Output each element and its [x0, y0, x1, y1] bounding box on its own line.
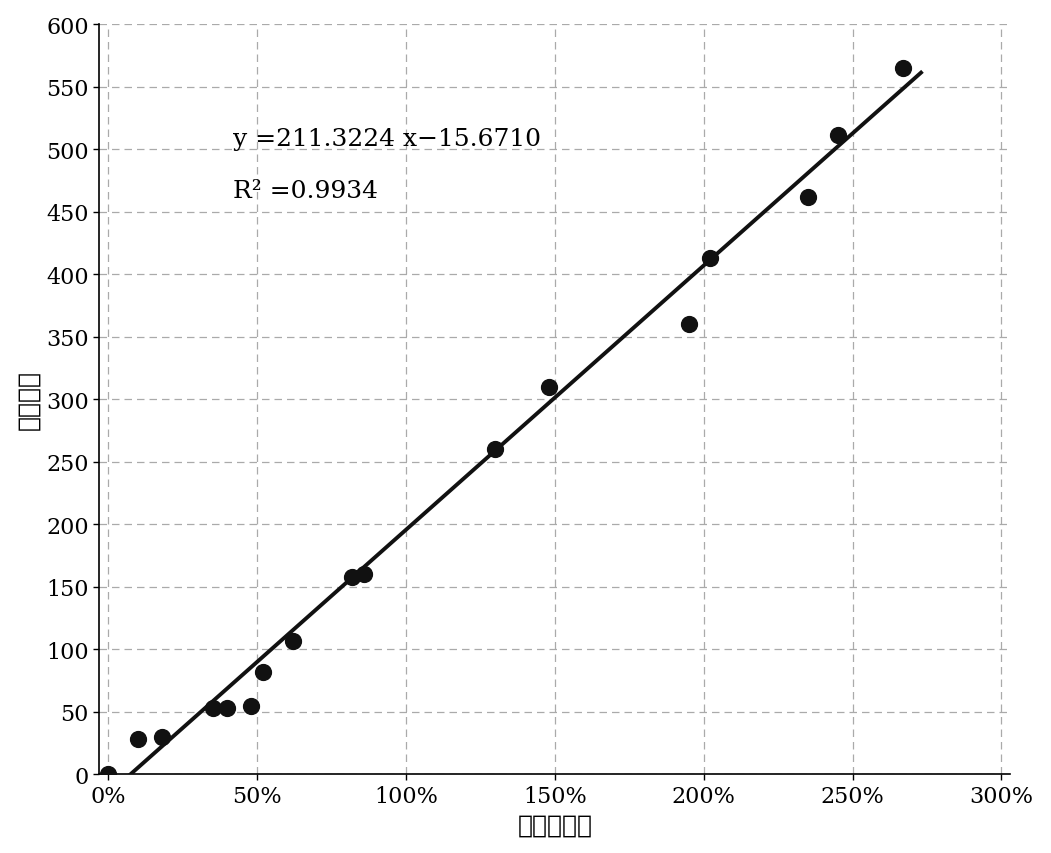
Point [680, 318, 697, 332]
Point [701, 252, 718, 265]
Point [129, 733, 146, 746]
Point [344, 571, 360, 584]
Point [219, 701, 235, 715]
Y-axis label: 循环次数: 循环次数 [17, 370, 41, 430]
Point [800, 191, 817, 205]
Text: y =211.3224 x−15.6710: y =211.3224 x−15.6710 [233, 128, 541, 151]
Point [243, 699, 260, 712]
Point [153, 730, 170, 744]
Point [356, 568, 373, 582]
Point [894, 62, 911, 76]
Point [204, 701, 221, 715]
X-axis label: 温升增长率: 温升增长率 [517, 812, 593, 836]
Point [487, 443, 503, 456]
Point [540, 380, 557, 394]
Point [285, 634, 302, 647]
Point [254, 665, 271, 679]
Text: R² =0.9934: R² =0.9934 [233, 179, 378, 202]
Point [829, 130, 846, 143]
Point [100, 768, 117, 781]
